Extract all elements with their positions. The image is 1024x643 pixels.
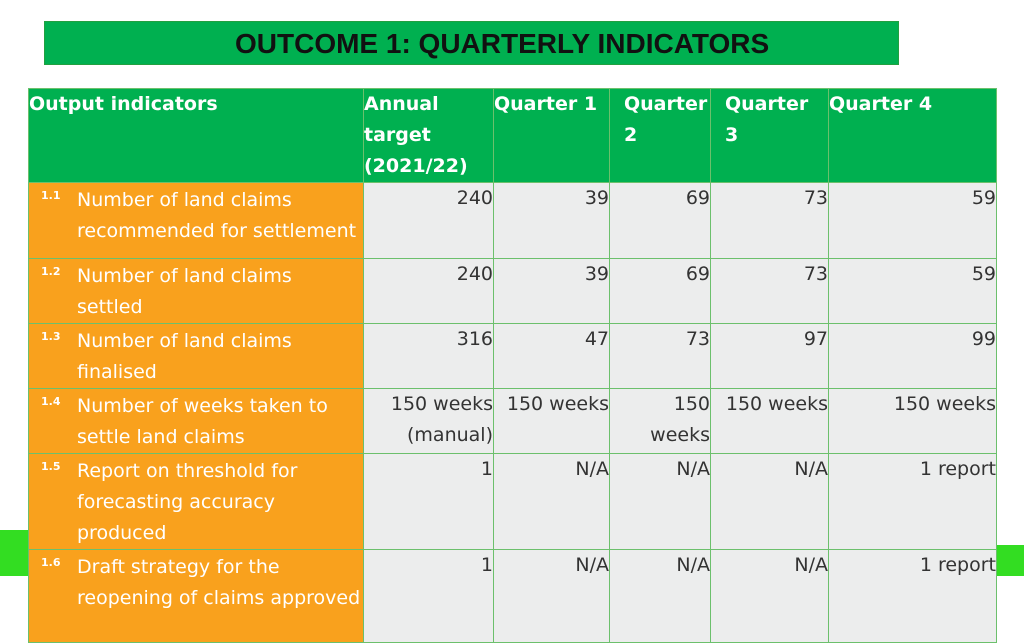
annual-target-cell: 240 <box>363 182 494 259</box>
quarter-4-cell: 150 weeks <box>828 388 997 454</box>
quarter-1-cell: N/A <box>493 453 610 550</box>
indicator-cell: 1.3 Number of land claims finalised <box>28 323 364 389</box>
table-header-row: Output indicators Annual target (2021/22… <box>28 88 997 183</box>
quarter-1-cell: 39 <box>493 182 610 259</box>
quarter-3-cell: 73 <box>710 258 829 324</box>
column-header: Quarter 1 <box>493 88 610 183</box>
quarter-3-cell: N/A <box>710 549 829 643</box>
column-header: Quarter 2 <box>609 88 711 183</box>
indicator-label: Number of land claims settled <box>77 265 292 318</box>
page-title: OUTCOME 1: QUARTERLY INDICATORS <box>235 28 770 59</box>
quarter-4-cell: 1 report <box>828 549 997 643</box>
indicators-table: Output indicators Annual target (2021/22… <box>28 88 997 643</box>
accent-block-left <box>0 530 30 576</box>
indicator-cell: 1.2 Number of land claims settled <box>28 258 364 324</box>
quarter-4-cell: 59 <box>828 182 997 259</box>
quarter-3-cell: 73 <box>710 182 829 259</box>
quarter-2-cell: N/A <box>609 453 711 550</box>
title-bar: OUTCOME 1: QUARTERLY INDICATORS <box>44 21 899 65</box>
column-header: Annual target (2021/22) <box>363 88 494 183</box>
quarter-1-cell: N/A <box>493 549 610 643</box>
accent-block-right <box>996 545 1024 576</box>
quarter-4-cell: 59 <box>828 258 997 324</box>
quarter-1-cell: 150 weeks <box>493 388 610 454</box>
indicator-number: 1.2 <box>41 265 61 278</box>
table-row: 1.1 Number of land claims recommended fo… <box>28 182 997 259</box>
column-header: Quarter 4 <box>828 88 997 183</box>
table-row: 1.6 Draft strategy for the reopening of … <box>28 549 997 643</box>
quarter-2-cell: 150 weeks <box>609 388 711 454</box>
table-row: 1.4 Number of weeks taken to settle land… <box>28 388 997 454</box>
column-header: Quarter 3 <box>710 88 829 183</box>
quarter-3-cell: 150 weeks <box>710 388 829 454</box>
table-row: 1.3 Number of land claims finalised 316 … <box>28 323 997 389</box>
quarter-4-cell: 99 <box>828 323 997 389</box>
annual-target-cell: 240 <box>363 258 494 324</box>
indicator-label: Draft strategy for the reopening of clai… <box>77 556 361 609</box>
indicator-label: Number of land claims finalised <box>77 330 292 383</box>
quarter-1-cell: 39 <box>493 258 610 324</box>
indicator-number: 1.5 <box>41 460 61 473</box>
indicator-cell: 1.1 Number of land claims recommended fo… <box>28 182 364 259</box>
indicator-cell: 1.5 Report on threshold for forecasting … <box>28 453 364 550</box>
table-row: 1.5 Report on threshold for forecasting … <box>28 453 997 550</box>
indicator-cell: 1.6 Draft strategy for the reopening of … <box>28 549 364 643</box>
quarter-2-cell: 69 <box>609 258 711 324</box>
indicator-number: 1.4 <box>41 395 61 408</box>
quarter-1-cell: 47 <box>493 323 610 389</box>
indicator-number: 1.3 <box>41 330 61 343</box>
indicator-number: 1.1 <box>41 189 61 202</box>
quarter-3-cell: 97 <box>710 323 829 389</box>
column-header: Output indicators <box>28 88 364 183</box>
indicator-number: 1.6 <box>41 556 61 569</box>
quarter-2-cell: 69 <box>609 182 711 259</box>
quarter-2-cell: 73 <box>609 323 711 389</box>
indicator-label: Report on threshold for forecasting accu… <box>77 460 298 544</box>
quarter-3-cell: N/A <box>710 453 829 550</box>
annual-target-cell: 316 <box>363 323 494 389</box>
quarter-4-cell: 1 report <box>828 453 997 550</box>
annual-target-cell: 1 <box>363 453 494 550</box>
indicator-label: Number of land claims recommended for se… <box>77 189 357 242</box>
annual-target-cell: 150 weeks (manual) <box>363 388 494 454</box>
indicator-label: Number of weeks taken to settle land cla… <box>77 395 328 448</box>
indicator-cell: 1.4 Number of weeks taken to settle land… <box>28 388 364 454</box>
quarter-2-cell: N/A <box>609 549 711 643</box>
table-row: 1.2 Number of land claims settled 240 39… <box>28 258 997 324</box>
annual-target-cell: 1 <box>363 549 494 643</box>
